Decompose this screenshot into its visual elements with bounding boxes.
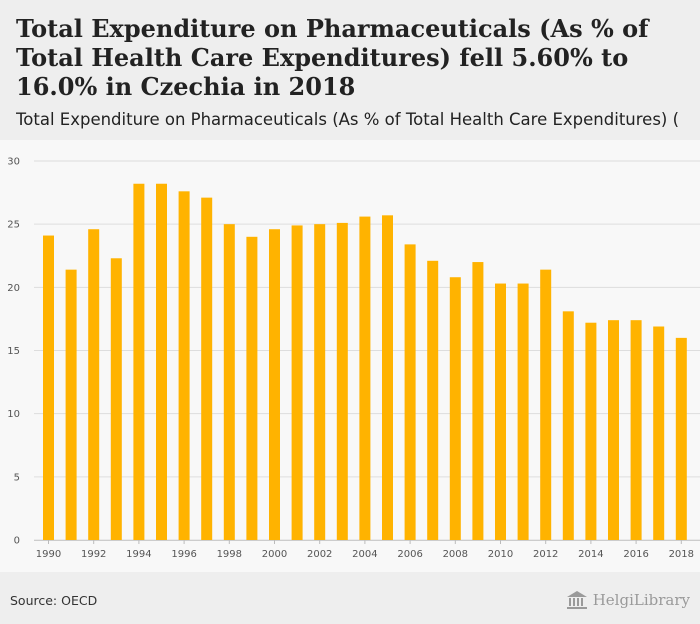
bar-1990 xyxy=(43,235,54,540)
bar-1994 xyxy=(133,183,145,541)
x-tick-label: 2012 xyxy=(533,549,558,560)
y-tick-label: 0 xyxy=(14,536,20,547)
header: Total Expenditure on Pharmaceuticals (As… xyxy=(0,0,700,140)
bar-2015 xyxy=(608,320,619,540)
bar-1993 xyxy=(110,258,122,540)
x-tick-label: 2000 xyxy=(262,549,287,560)
y-tick-label: 25 xyxy=(7,220,20,231)
source-note: Source: OECD xyxy=(10,593,98,608)
x-tick-label: 2006 xyxy=(397,549,422,560)
y-tick-label: 20 xyxy=(7,283,20,294)
bar-2008 xyxy=(449,277,461,540)
x-tick-label: 2008 xyxy=(443,549,468,560)
bar-2013 xyxy=(562,311,574,540)
bar-1992 xyxy=(88,229,100,540)
x-tick-label: 2002 xyxy=(307,549,332,560)
bar-chart: 0 5 10 15 20 25 30 1990 1992 1994 1996 1998 2000 2002… xyxy=(7,157,700,560)
bar-1999 xyxy=(246,236,258,541)
y-tick-label: 10 xyxy=(7,409,20,420)
x-tick-label: 2016 xyxy=(623,549,648,560)
x-tick-label: 2004 xyxy=(352,549,377,560)
x-tick-label: 2014 xyxy=(578,549,603,560)
bar-2014 xyxy=(585,322,597,540)
bar-2017 xyxy=(653,326,665,540)
x-tick-label: 1992 xyxy=(81,549,106,560)
bar-1996 xyxy=(178,191,190,540)
bar-2004 xyxy=(359,216,371,540)
chart-subtitle: Total Expenditure on Pharmaceuticals (As… xyxy=(16,110,680,129)
x-tick-label: 1998 xyxy=(217,549,242,560)
bar-2007 xyxy=(427,260,439,540)
x-tick-label: 1990 xyxy=(36,549,61,560)
y-tick-label: 15 xyxy=(7,346,20,357)
bar-2010 xyxy=(495,283,506,540)
bar-2009 xyxy=(472,262,484,540)
bar-2018 xyxy=(675,337,687,540)
bar-1997 xyxy=(201,197,213,540)
x-tick-label: 2018 xyxy=(669,549,694,560)
bar-2002 xyxy=(314,224,326,540)
brand-name: HelgiLibrary xyxy=(592,591,690,609)
bar-2003 xyxy=(336,222,348,541)
library-columns-icon xyxy=(566,591,587,609)
y-tick-label: 30 xyxy=(7,157,20,168)
y-tick-label: 5 xyxy=(14,472,20,483)
footer: Source: OECD HelgiLibrary xyxy=(0,572,700,624)
x-tick-label: 1996 xyxy=(171,549,196,560)
x-tick-label: 2010 xyxy=(488,549,513,560)
x-tick-label: 1994 xyxy=(126,549,151,560)
bar-1991 xyxy=(65,269,77,540)
bar-2005 xyxy=(382,215,393,540)
bar-2012 xyxy=(540,269,552,540)
bar-1995 xyxy=(156,183,167,541)
bar-2000 xyxy=(269,229,280,540)
chart-headline: Total Expenditure on Pharmaceuticals (As… xyxy=(16,14,649,101)
bar-2011 xyxy=(517,283,529,540)
bar-2016 xyxy=(630,320,642,540)
brand-logo[interactable]: HelgiLibrary xyxy=(566,589,690,611)
bar-2006 xyxy=(404,244,416,540)
bar-1998 xyxy=(223,224,235,540)
bar-2001 xyxy=(291,225,303,540)
